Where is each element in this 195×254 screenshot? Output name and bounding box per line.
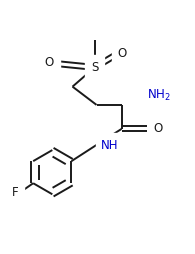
Text: O: O: [45, 56, 54, 69]
Text: O: O: [153, 122, 162, 135]
Text: S: S: [91, 61, 98, 74]
Text: F: F: [12, 186, 19, 199]
Text: NH$_2$: NH$_2$: [147, 88, 171, 103]
Text: O: O: [118, 47, 127, 60]
Text: NH: NH: [101, 139, 119, 152]
